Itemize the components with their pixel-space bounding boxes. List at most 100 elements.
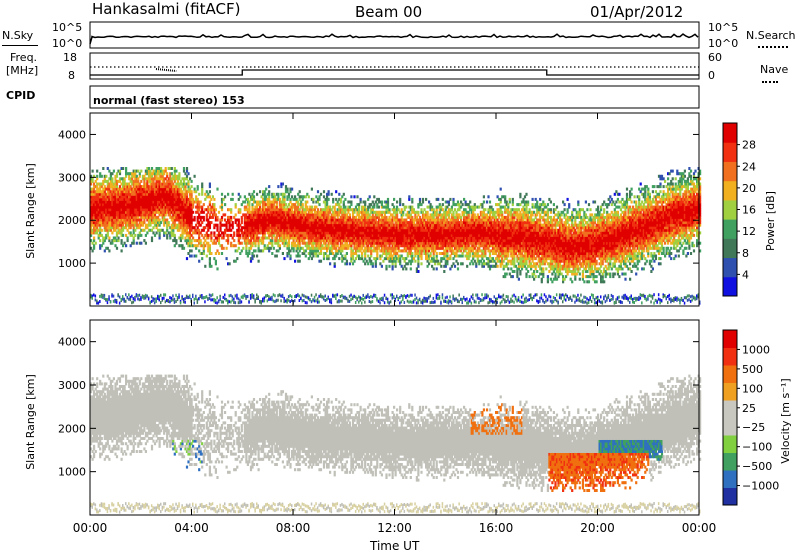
- power-cell: [134, 233, 137, 237]
- power-cell: [236, 228, 239, 232]
- power-cell: [137, 179, 140, 183]
- power-cell: [111, 231, 114, 235]
- power-cell: [271, 295, 273, 299]
- power-cell: [150, 299, 153, 303]
- power-cell: [245, 231, 248, 235]
- power-cell: [100, 221, 103, 225]
- power-cell: [150, 205, 154, 209]
- power-cell: [192, 197, 195, 201]
- power-cell: [380, 221, 383, 225]
- power-cell: [443, 244, 446, 248]
- power-cell: [248, 208, 251, 212]
- power-cell: [185, 195, 189, 199]
- power-cell: [283, 239, 286, 243]
- power-cell: [213, 233, 216, 237]
- power-cell: [344, 296, 346, 300]
- power-cell: [322, 295, 325, 299]
- power-cell: [383, 301, 386, 305]
- power-cell: [411, 197, 414, 201]
- power-cell: [428, 226, 431, 230]
- power-cell: [428, 246, 431, 250]
- power-cell: [108, 200, 111, 204]
- power-cell: [295, 208, 298, 212]
- power-cell: [391, 221, 394, 225]
- power-cell: [189, 215, 192, 219]
- power-cell: [141, 215, 144, 219]
- power-cell: [248, 218, 251, 222]
- power-cell: [391, 257, 394, 261]
- power-cell: [96, 299, 98, 303]
- power-cell: [205, 215, 208, 219]
- power-cell: [418, 297, 421, 301]
- power-cell: [284, 190, 288, 194]
- power-cell: [128, 293, 130, 297]
- power-cell: [208, 293, 211, 297]
- power-cell: [287, 213, 291, 217]
- power-cell: [394, 259, 397, 263]
- power-cell: [102, 210, 105, 214]
- power-cell: [173, 203, 176, 207]
- power-cell: [411, 300, 413, 304]
- power-cell: [342, 221, 345, 225]
- power-cell: [129, 177, 132, 181]
- power-cell: [345, 241, 348, 245]
- power-cell: [128, 192, 131, 196]
- power-cell: [280, 218, 283, 222]
- power-cell: [291, 295, 293, 299]
- power-cell: [385, 239, 388, 243]
- power-cell: [138, 223, 141, 227]
- power-cell: [173, 172, 176, 176]
- power-cell: [187, 179, 190, 183]
- power-cell: [319, 244, 323, 248]
- power-cell: [195, 246, 198, 250]
- power-cell: [178, 190, 181, 194]
- power-cell: [269, 208, 272, 212]
- power-cell: [132, 179, 135, 183]
- power-cell: [414, 254, 417, 258]
- power-cell: [135, 190, 138, 194]
- power-cell: [297, 233, 300, 237]
- power-cell: [284, 210, 288, 214]
- power-cell: [330, 218, 333, 222]
- power-cell: [252, 210, 256, 214]
- power-cell: [332, 226, 335, 230]
- power-cell: [388, 208, 391, 212]
- power-cell: [277, 226, 280, 230]
- power-cell: [198, 203, 201, 207]
- power-cell: [376, 228, 379, 232]
- power-cell: [365, 246, 368, 250]
- power-cell: [96, 174, 99, 178]
- power-cell: [397, 259, 400, 263]
- power-cell: [189, 236, 192, 240]
- power-cell: [169, 208, 172, 212]
- power-cell: [431, 226, 434, 230]
- power-cell: [99, 239, 102, 243]
- power-cell: [227, 301, 229, 305]
- power-cell: [259, 200, 262, 204]
- power-cell: [440, 205, 443, 209]
- power-cell: [405, 295, 407, 299]
- power-cell: [373, 244, 376, 248]
- power-cell: [103, 226, 106, 230]
- power-cell: [205, 241, 208, 245]
- power-cell: [287, 192, 291, 196]
- power-cell: [256, 254, 259, 258]
- power-cell: [117, 197, 120, 201]
- power-cell: [431, 300, 433, 304]
- power-cell: [268, 218, 271, 222]
- power-cell: [109, 179, 112, 183]
- power-cell: [283, 213, 286, 217]
- power-cell: [94, 221, 97, 225]
- power-cell: [231, 298, 234, 302]
- power-cell: [246, 223, 249, 227]
- power-cell: [391, 262, 394, 266]
- power-cell: [426, 215, 429, 219]
- power-cell: [385, 267, 388, 271]
- power-cell: [364, 257, 367, 261]
- power-cell: [284, 241, 288, 245]
- power-cell: [269, 210, 272, 214]
- power-cell: [417, 254, 420, 258]
- power-cell: [272, 208, 275, 212]
- power-cell: [385, 218, 388, 222]
- power-cell: [228, 218, 231, 222]
